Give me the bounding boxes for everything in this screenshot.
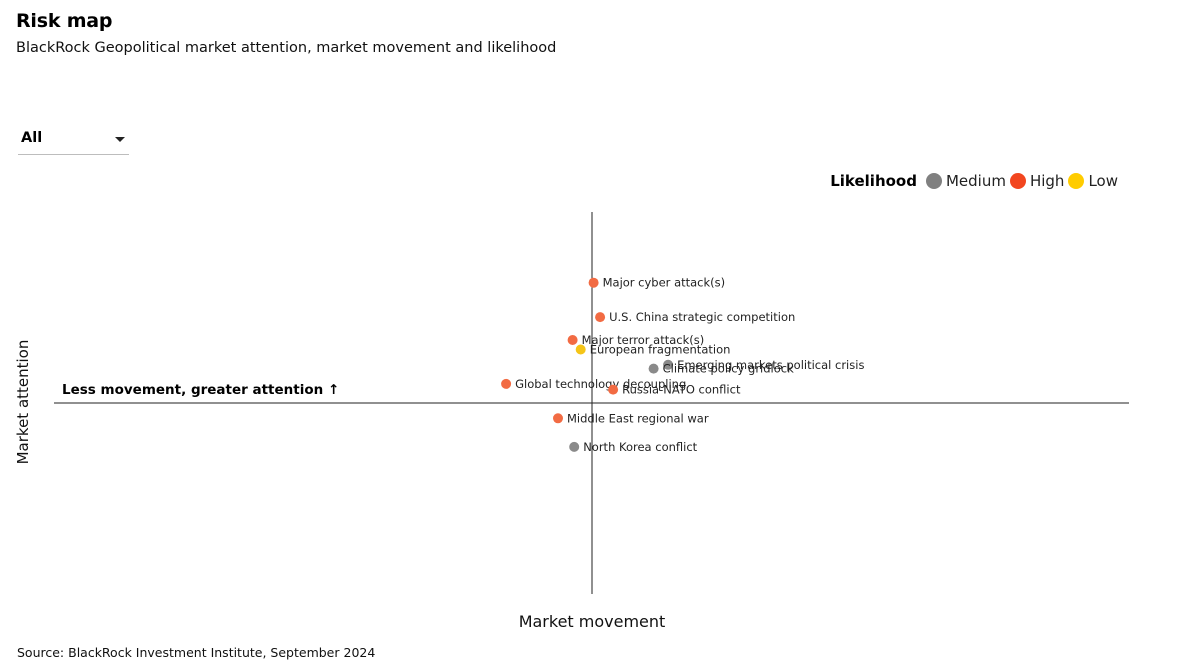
point-label-climate-policy-gridlock: Climate policy gridlock xyxy=(663,362,794,376)
legend-dot-high-icon xyxy=(1009,173,1026,189)
legend-dot-low-icon xyxy=(1068,173,1085,189)
y-axis-label: Market attention xyxy=(14,339,32,465)
point-major-terror-attack-s[interactable] xyxy=(567,335,578,345)
source-note: Source: BlackRock Investment Institute, … xyxy=(17,645,376,660)
point-climate-policy-gridlock[interactable] xyxy=(648,363,659,374)
point-north-korea-conflict[interactable] xyxy=(569,441,580,452)
legend: Likelihood Medium High Low xyxy=(830,171,1118,191)
point-emerging-markets-political-crisis[interactable] xyxy=(663,359,674,370)
point-label-middle-east-regional-war: Middle East regional war xyxy=(567,411,709,425)
points-layer: Major cyber attack(s) U.S. China strategi… xyxy=(501,276,864,454)
legend-title: Likelihood xyxy=(830,172,917,190)
legend-label-low: Low xyxy=(1088,172,1118,190)
point-label-north-korea-conflict: North Korea conflict xyxy=(583,440,697,454)
filter-dropdown[interactable]: All xyxy=(18,124,129,155)
point-russia-nato-conflict[interactable] xyxy=(608,384,619,395)
legend-label-high: High xyxy=(1029,172,1065,190)
point-label-european-fragmentation: European fragmentation xyxy=(590,343,731,357)
point-label-russia-nato-conflict: Russia-NATO conflict xyxy=(622,383,741,397)
legend-dot-medium-icon xyxy=(925,173,942,189)
legend-item-medium[interactable]: Medium xyxy=(925,172,1006,190)
x-axis-label: Market movement xyxy=(518,612,666,631)
point-label-emerging-markets-political-crisis: Emerging markets political crisis xyxy=(677,358,864,372)
point-label-u-s-china-strategic-competition: U.S. China strategic competition xyxy=(609,310,795,324)
legend-item-high[interactable]: High xyxy=(1009,172,1065,190)
point-european-fragmentation[interactable] xyxy=(575,344,586,355)
legend-label-medium: Medium xyxy=(945,172,1006,190)
chevron-down-icon xyxy=(115,137,125,142)
point-label-global-technology-decoupling: Global technology decoupling xyxy=(515,377,686,391)
point-label-major-terror-attack-s: Major terror attack(s) xyxy=(582,333,705,347)
point-u-s-china-strategic-competition[interactable] xyxy=(595,312,606,323)
chart-title: Risk map xyxy=(16,10,113,32)
point-major-cyber-attack-s[interactable] xyxy=(588,277,599,288)
point-middle-east-regional-war[interactable] xyxy=(553,413,563,424)
filter-dropdown-value: All xyxy=(21,130,43,146)
point-global-technology-decoupling[interactable] xyxy=(501,378,512,389)
chart-subtitle: BlackRock Geopolitical market attention,… xyxy=(16,40,557,56)
quadrant-note: Less movement, greater attention ↑ xyxy=(62,382,340,398)
point-label-major-cyber-attack-s: Major cyber attack(s) xyxy=(603,276,726,290)
legend-item-low[interactable]: Low xyxy=(1068,172,1118,190)
